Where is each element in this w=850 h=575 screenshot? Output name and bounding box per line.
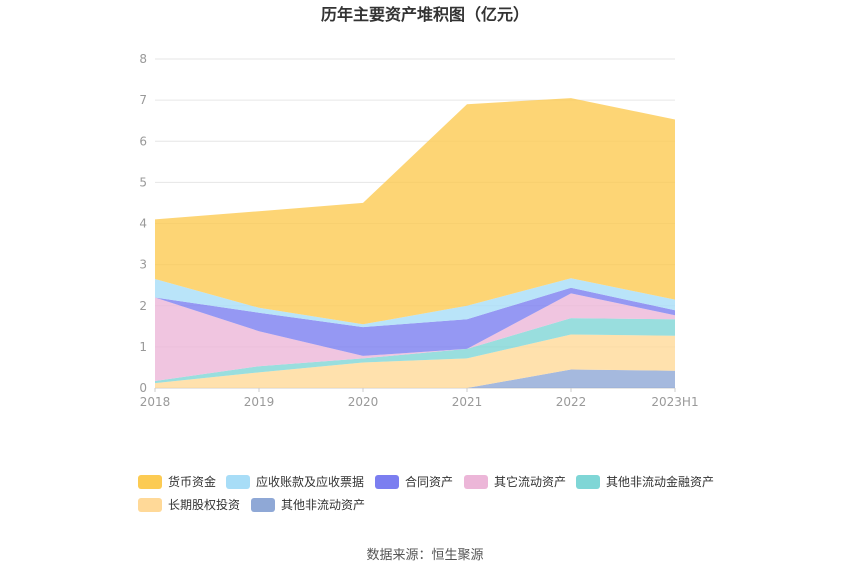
- legend-swatch-1: [226, 475, 250, 489]
- legend-label-5: 长期股权投资: [168, 497, 240, 512]
- area-series-3: [155, 293, 675, 381]
- x-tick-label-5: 2023H1: [651, 395, 698, 409]
- x-tick-label-4: 2022: [556, 395, 587, 409]
- y-tick-label-1: 1: [139, 340, 147, 354]
- legend-swatch-4: [576, 475, 600, 489]
- source-note: 数据来源：恒生聚源: [366, 548, 483, 563]
- area-series-1: [155, 334, 675, 388]
- y-tick-label-2: 2: [139, 299, 147, 313]
- legend-swatch-6: [251, 498, 275, 512]
- y-tick-label-7: 7: [139, 93, 147, 107]
- legend-swatch-2: [375, 475, 399, 489]
- area-series-4: [155, 287, 675, 356]
- y-tick-label-8: 8: [139, 52, 147, 66]
- legend-label-1: 应收账款及应收票据: [256, 474, 364, 489]
- legend-swatch-5: [138, 498, 162, 512]
- area-series-2: [155, 318, 675, 384]
- axes: 0 1 2 3 4 5 6 7 8 2018 2019 2020 2021 2022 2023H1: [139, 52, 698, 409]
- legend-label-2: 合同资产: [405, 474, 453, 489]
- x-tick-label-0: 2018: [140, 395, 171, 409]
- legend-swatch-3: [464, 475, 488, 489]
- x-tick-label-2: 2020: [348, 395, 379, 409]
- x-tick-label-1: 2019: [244, 395, 275, 409]
- legend-label-0: 货币资金: [168, 474, 216, 489]
- x-tick-label-3: 2021: [452, 395, 483, 409]
- legend-swatch-0: [138, 475, 162, 489]
- y-tick-label-6: 6: [139, 134, 147, 148]
- y-tick-label-3: 3: [139, 258, 147, 272]
- chart-title: 历年主要资产堆积图（亿元）: [321, 5, 529, 24]
- y-tick-label-0: 0: [139, 381, 147, 395]
- area-series-6: [155, 98, 675, 325]
- legend-label-4: 其他非流动金融资产: [606, 474, 714, 489]
- area-series-group: [155, 98, 675, 388]
- legend-label-3: 其它流动资产: [494, 474, 566, 489]
- y-tick-label-4: 4: [139, 217, 147, 231]
- y-tick-label-5: 5: [139, 175, 147, 189]
- legend-label-6: 其他非流动资产: [281, 498, 365, 512]
- area-series-5: [155, 278, 675, 328]
